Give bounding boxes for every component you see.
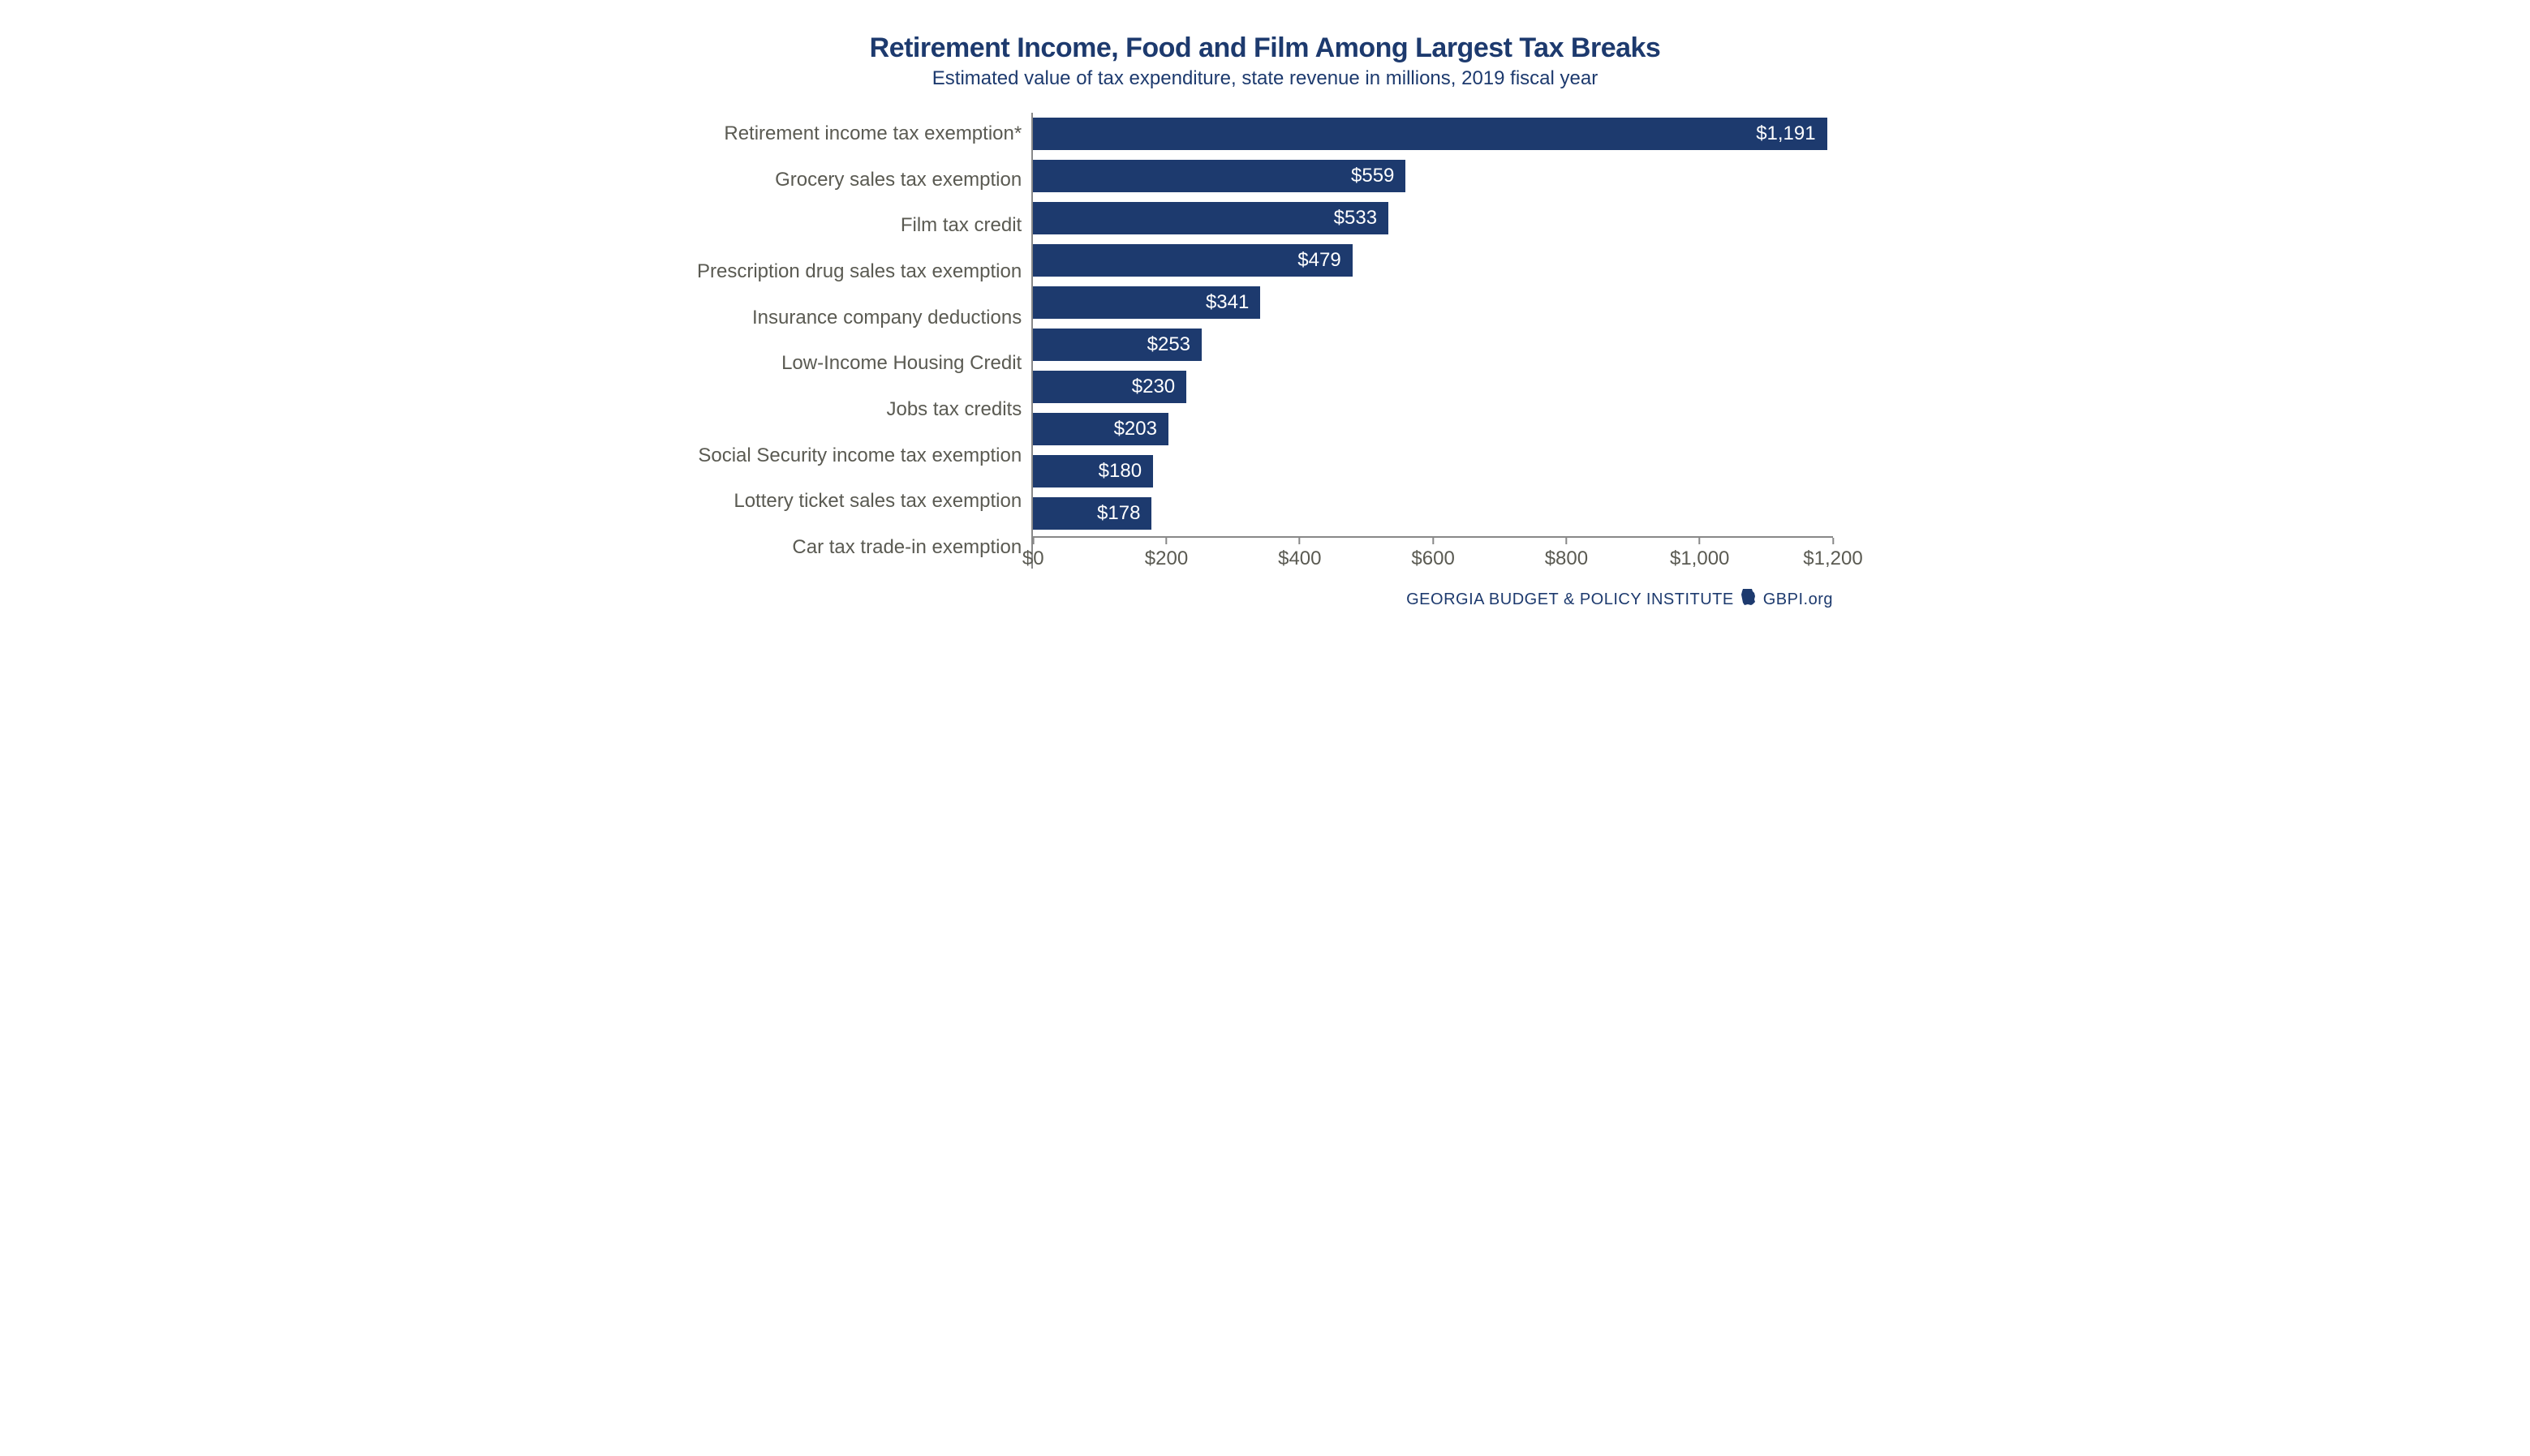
x-axis-tick: $1,200: [1803, 538, 1862, 570]
y-axis-label: Car tax trade-in exemption: [697, 526, 1022, 569]
x-axis-tick-label: $1,000: [1670, 548, 1729, 570]
y-axis-label: Film tax credit: [697, 204, 1022, 247]
bar-value-label: $1,191: [1756, 122, 1815, 145]
y-axis-label: Insurance company deductions: [697, 297, 1022, 339]
bar: $230: [1033, 371, 1186, 403]
x-axis: $0$200$400$600$800$1,000$1,200: [1033, 536, 1833, 569]
bar-row: $559: [1033, 155, 1833, 197]
x-axis-tick-label: $400: [1278, 548, 1321, 570]
bar: $178: [1033, 497, 1151, 530]
bar-value-label: $253: [1147, 333, 1190, 356]
bar: $1,191: [1033, 118, 1827, 150]
x-axis-tick: $800: [1545, 538, 1588, 570]
plot-area: Retirement income tax exemption*Grocery …: [697, 113, 1833, 569]
tick-mark: [1299, 538, 1301, 544]
bar-value-label: $178: [1097, 502, 1140, 525]
bar-row: $230: [1033, 366, 1833, 408]
georgia-state-icon: [1740, 588, 1757, 611]
bar: $559: [1033, 160, 1405, 192]
footer-org: GEORGIA BUDGET & POLICY INSTITUTE: [1406, 591, 1734, 609]
bar-value-label: $533: [1334, 207, 1377, 230]
bar: $533: [1033, 202, 1388, 234]
bar-row: $341: [1033, 281, 1833, 324]
tick-mark: [1565, 538, 1567, 544]
bar-value-label: $203: [1114, 418, 1157, 440]
x-axis-tick-label: $600: [1411, 548, 1454, 570]
x-axis-tick: $1,000: [1670, 538, 1729, 570]
bar-value-label: $559: [1351, 165, 1394, 187]
bar-value-label: $341: [1206, 291, 1249, 314]
bar-row: $203: [1033, 408, 1833, 450]
chart-title: Retirement Income, Food and Film Among L…: [697, 32, 1833, 64]
bars-area: $1,191 $559 $533 $479 $341 $253 $230 $203 $180 $1…: [1031, 113, 1833, 569]
bar-row: $1,191: [1033, 113, 1833, 155]
x-axis-tick-label: $200: [1145, 548, 1188, 570]
bar: $203: [1033, 413, 1168, 445]
footer-site: GBPI.org: [1763, 591, 1833, 609]
y-axis-label: Low-Income Housing Credit: [697, 342, 1022, 384]
y-axis-label: Lottery ticket sales tax exemption: [697, 480, 1022, 522]
x-axis-tick-label: $1,200: [1803, 548, 1862, 570]
tick-mark: [1432, 538, 1434, 544]
bar: $479: [1033, 244, 1352, 277]
y-axis-label: Retirement income tax exemption*: [697, 113, 1022, 155]
bar-value-label: $180: [1099, 460, 1142, 483]
y-axis-label: Jobs tax credits: [697, 389, 1022, 431]
y-axis-labels: Retirement income tax exemption*Grocery …: [697, 113, 1031, 569]
tick-mark: [1032, 538, 1034, 544]
bar: $180: [1033, 455, 1153, 487]
tick-mark: [1165, 538, 1167, 544]
bar: $341: [1033, 286, 1260, 319]
bar: $253: [1033, 329, 1202, 361]
chart-container: Retirement Income, Food and Film Among L…: [697, 32, 1833, 611]
x-axis-tick: $0: [1022, 538, 1044, 570]
x-axis-tick: $400: [1278, 538, 1321, 570]
bar-row: $253: [1033, 324, 1833, 366]
bar-value-label: $230: [1132, 376, 1175, 398]
chart-footer: GEORGIA BUDGET & POLICY INSTITUTE GBPI.o…: [697, 588, 1833, 611]
bar-value-label: $479: [1297, 249, 1340, 272]
chart-subtitle: Estimated value of tax expenditure, stat…: [697, 67, 1833, 90]
x-axis-tick: $600: [1411, 538, 1454, 570]
x-axis-tick-label: $0: [1022, 548, 1044, 570]
y-axis-label: Grocery sales tax exemption: [697, 159, 1022, 201]
y-axis-label: Prescription drug sales tax exemption: [697, 251, 1022, 293]
tick-mark: [1699, 538, 1701, 544]
bar-row: $479: [1033, 239, 1833, 281]
bar-row: $178: [1033, 492, 1833, 535]
bar-row: $180: [1033, 450, 1833, 492]
bars-list: $1,191 $559 $533 $479 $341 $253 $230 $203 $180 $1…: [1033, 113, 1833, 535]
x-axis-tick: $200: [1145, 538, 1188, 570]
x-axis-tick-label: $800: [1545, 548, 1588, 570]
y-axis-label: Social Security income tax exemption: [697, 435, 1022, 477]
tick-mark: [1832, 538, 1834, 544]
bar-row: $533: [1033, 197, 1833, 239]
